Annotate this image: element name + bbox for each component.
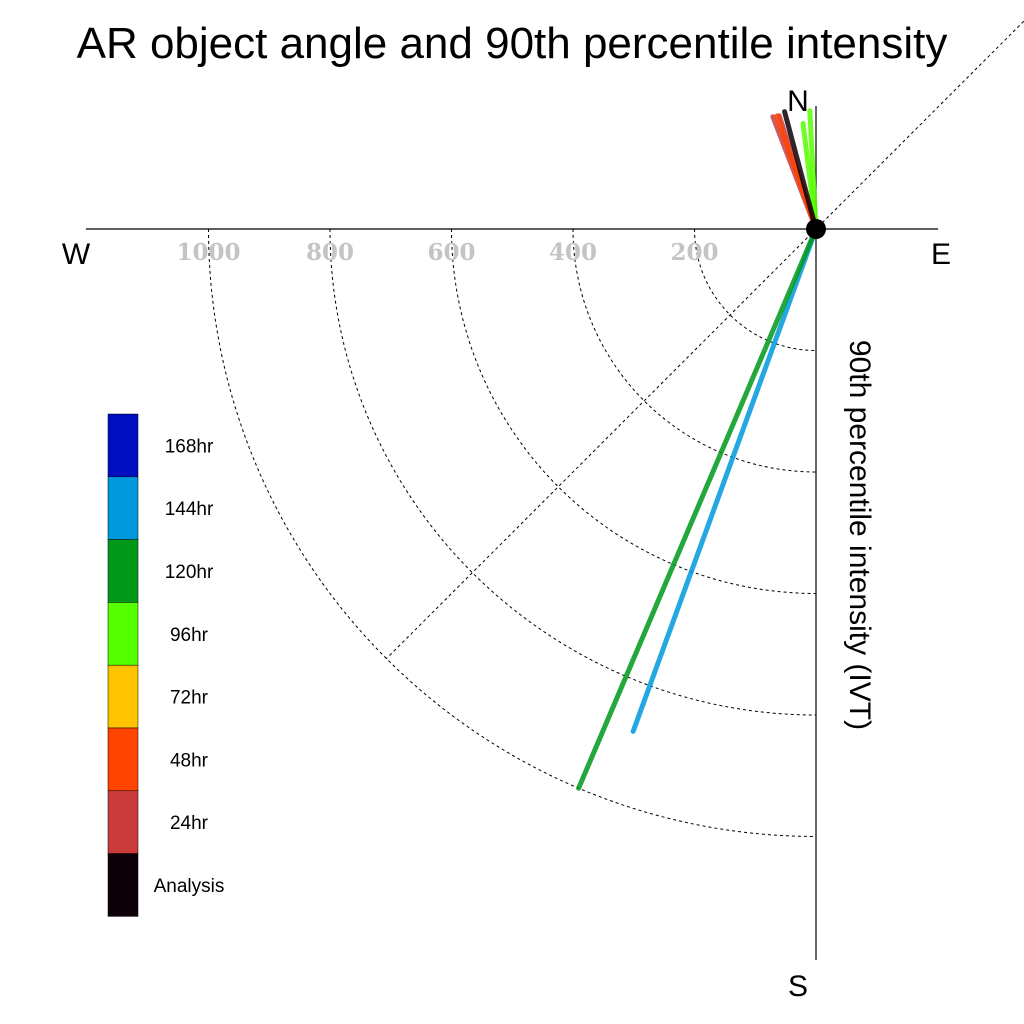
legend-swatch — [107, 727, 139, 792]
grid-ring — [694, 228, 817, 351]
compass-south: S — [788, 970, 808, 1003]
vector-144hr — [630, 226, 819, 734]
grid-ring — [208, 228, 817, 837]
grid — [208, 20, 1024, 837]
vector-120hr — [576, 226, 819, 791]
grid-ring — [451, 228, 817, 594]
legend-label: Analysis — [154, 876, 225, 897]
legend-swatch — [107, 476, 139, 540]
grid-diagonal — [386, 20, 1024, 659]
axes — [86, 106, 938, 960]
legend-label: 24hr — [170, 813, 209, 834]
legend: 168hr 144hr 120hr 96hr 72hr 48hr 24hr Analysis — [107, 413, 225, 917]
origin-marker — [806, 219, 826, 239]
radial-tick-label: 400 — [549, 239, 597, 266]
legend-label: 72hr — [170, 688, 209, 709]
compass-north: N — [787, 85, 809, 118]
legend-swatch — [107, 413, 139, 478]
radial-axis-label: 90th percentile intensity (IVT) — [843, 340, 876, 730]
vector-analysis — [782, 109, 819, 232]
legend-label: 144hr — [165, 499, 214, 520]
radial-tick-label: 800 — [306, 239, 354, 266]
legend-swatch — [107, 664, 139, 729]
radial-tick-label: 1000 — [176, 239, 240, 266]
legend-label: 48hr — [170, 750, 209, 771]
compass-east: E — [931, 238, 951, 271]
chart-title: AR object angle and 90th percentile inte… — [77, 19, 948, 68]
grid-ring — [329, 228, 817, 716]
legend-swatch — [107, 539, 139, 603]
radial-tick-label: 600 — [427, 239, 475, 266]
legend-swatch — [107, 790, 139, 854]
grid-ring — [572, 228, 817, 473]
radial-ticks: 200 400 600 800 1000 — [176, 239, 718, 266]
compass-west: W — [62, 238, 91, 271]
legend-label: 168hr — [165, 436, 214, 457]
vectors — [576, 108, 819, 791]
radial-tick-label: 200 — [670, 239, 718, 266]
legend-label: 96hr — [170, 625, 209, 646]
legend-swatch — [107, 853, 139, 917]
legend-label: 120hr — [165, 562, 214, 583]
legend-swatch — [107, 602, 139, 666]
